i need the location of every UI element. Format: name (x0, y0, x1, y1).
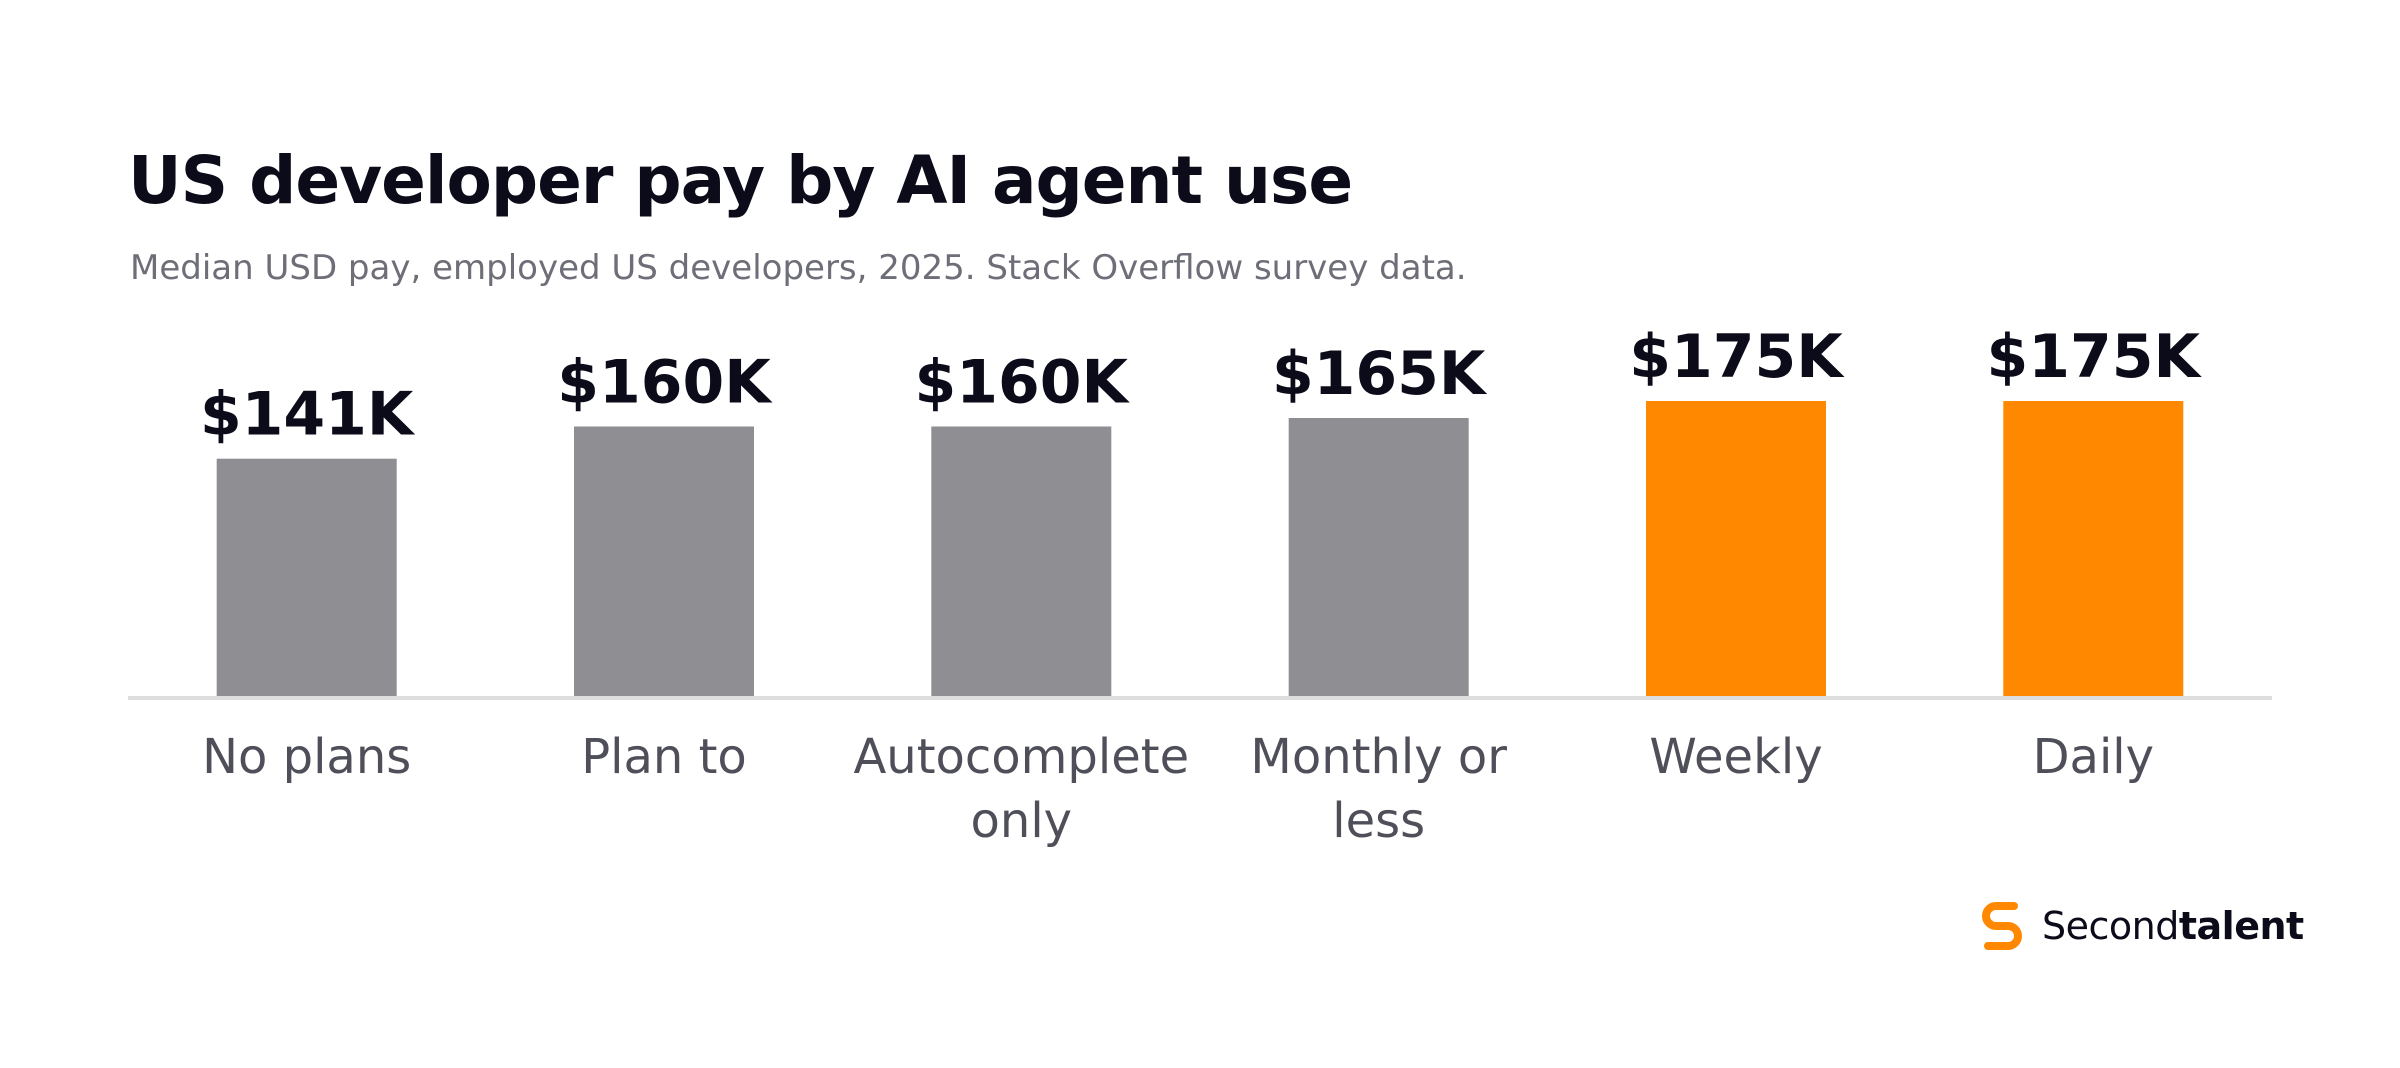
bar-2 (931, 426, 1112, 698)
bar-value-label-1: $160K (557, 348, 773, 418)
bar-value-label-2: $160K (915, 348, 1131, 418)
bars-layer (216, 401, 2184, 698)
value-labels-layer: $141K $160K $160K $165K $175K $175K (200, 322, 2203, 450)
brand-name-regular: Second (2042, 904, 2179, 948)
category-label-3-line-0: Monthly or (1250, 729, 1507, 785)
category-label-0: No plans (202, 729, 411, 785)
category-label-1: Plan to (581, 729, 747, 785)
bar-4 (1646, 401, 1826, 698)
category-label-3-line-1: less (1332, 793, 1425, 849)
bar-value-label-5: $175K (1987, 322, 2203, 392)
bar-5 (2003, 401, 2184, 698)
chart-subtitle: Median USD pay, employed US developers, … (130, 248, 1467, 288)
bar-3 (1288, 418, 1469, 698)
bar-value-label-4: $175K (1629, 322, 1845, 392)
category-label-2-line-1: only (971, 793, 1073, 849)
category-label-4: Weekly (1649, 729, 1822, 785)
bar-value-label-0: $141K (200, 380, 416, 450)
bar-value-label-3: $165K (1272, 339, 1488, 409)
category-labels-layer: No plans Plan to Autocomplete only Monthly o… (202, 729, 2154, 849)
brand-logo: Secondtalent (1972, 898, 2304, 954)
chart-title: US developer pay by AI agent use (128, 142, 1353, 219)
brand-name: Secondtalent (2042, 904, 2304, 948)
category-label-5: Daily (2033, 729, 2154, 785)
bar-1 (574, 426, 754, 698)
category-label-2-line-0: Autocomplete (853, 729, 1189, 785)
secondtalent-logo-icon (1982, 902, 2022, 950)
bar-0 (216, 458, 397, 698)
brand-name-bold: talent (2178, 904, 2304, 948)
